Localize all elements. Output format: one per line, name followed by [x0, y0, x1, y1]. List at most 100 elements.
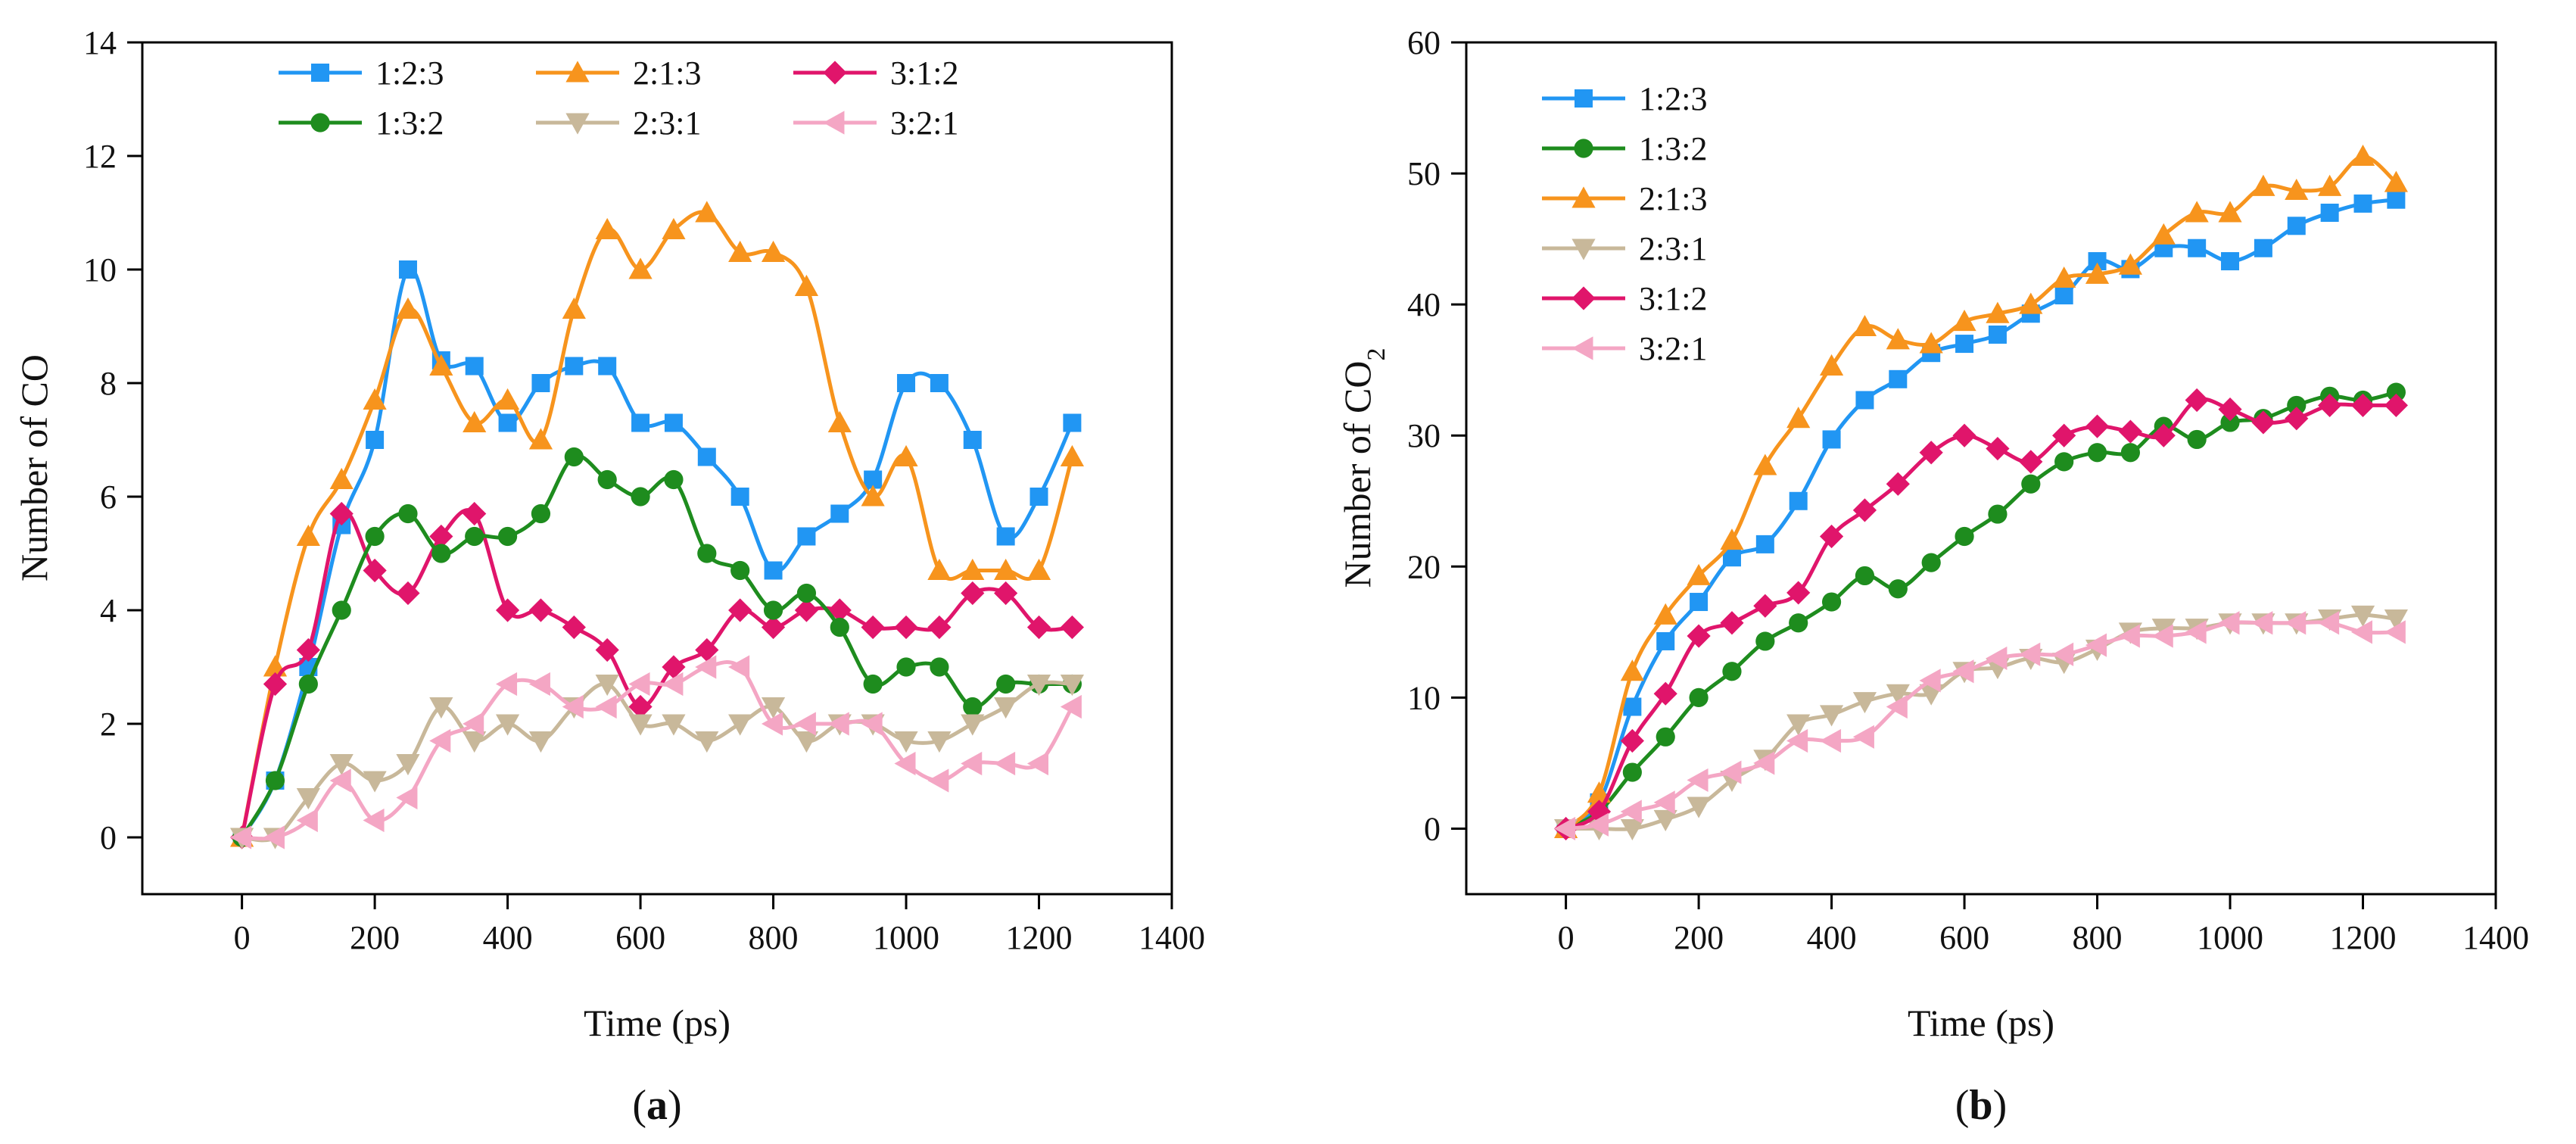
data-point-b-1-3-2 — [2220, 413, 2240, 432]
chart-panel-a: 0 200 400 600 800 1000 1200 1400 0 2 4 6 8 10 12 14 1:2… — [13, 24, 1205, 1129]
data-point-b-1-2-3 — [2287, 217, 2306, 235]
legend-swatch-marker — [1571, 286, 1596, 310]
data-point-a-3-1-2 — [396, 581, 420, 606]
data-point-b-2-1-3 — [2019, 292, 2043, 314]
data-point-b-1-2-3 — [1656, 631, 1675, 650]
data-point-b-3-1-2 — [1653, 681, 1677, 706]
data-point-a-2-1-3 — [1060, 444, 1084, 466]
series-a-3-2-1 — [230, 655, 1082, 849]
data-point-b-2-1-3 — [1952, 310, 1976, 332]
data-point-a-3-1-2 — [562, 615, 586, 640]
data-point-b-1-3-2 — [1888, 579, 1908, 599]
data-point-b-3-2-1 — [1919, 669, 1941, 693]
data-point-a-2-1-3 — [463, 410, 487, 432]
data-point-b-3-2-1 — [1587, 812, 1609, 837]
data-point-a-2-3-1 — [329, 754, 354, 776]
x-tick-label-b: 1200 — [2330, 919, 2397, 956]
y-axis-title-b: Number of CO2 — [1336, 348, 1391, 588]
data-point-a-1-3-2 — [730, 560, 750, 581]
data-point-a-3-2-1 — [894, 751, 916, 776]
data-point-b-1-2-3 — [2188, 238, 2207, 257]
data-point-b-3-1-2 — [2085, 414, 2110, 438]
legend-label: 3:1:2 — [890, 55, 958, 92]
legend-item-a-1-2-3: 1:2:3 — [279, 55, 444, 92]
legend-label: 1:2:3 — [1639, 80, 1707, 117]
data-point-b-3-1-2 — [2118, 419, 2143, 444]
data-point-b-2-1-3 — [2318, 174, 2342, 196]
data-point-b-2-1-3 — [1986, 301, 2010, 323]
data-point-b-3-2-1 — [2384, 620, 2406, 644]
data-point-b-1-2-3 — [1789, 491, 1808, 510]
x-tick-label-a: 1200 — [1006, 919, 1073, 956]
data-point-a-3-1-2 — [927, 615, 952, 640]
data-point-a-2-3-1 — [761, 697, 786, 719]
legend-swatch-marker — [310, 113, 330, 132]
data-point-b-1-3-2 — [1955, 526, 1974, 547]
data-point-b-1-2-3 — [1855, 391, 1874, 410]
y-tick-label-b: 30 — [1407, 417, 1441, 454]
x-tick-label-a: 1400 — [1138, 919, 1205, 956]
data-point-a-1-3-2 — [597, 469, 617, 490]
data-point-a-1-2-3 — [996, 527, 1015, 546]
legend-item-a-2-1-3: 2:1:3 — [536, 55, 701, 92]
y-axis-title-a: Number of CO — [13, 354, 55, 581]
data-point-b-2-1-3 — [1852, 314, 1877, 337]
data-point-a-1-2-3 — [764, 561, 783, 580]
data-point-b-3-1-2 — [1620, 728, 1644, 753]
data-point-b-3-1-2 — [2285, 407, 2309, 431]
data-point-a-3-1-2 — [429, 524, 453, 549]
series-a-2-3-1 — [230, 675, 1084, 849]
data-point-a-2-1-3 — [961, 558, 985, 580]
data-point-b-3-2-1 — [1886, 694, 1908, 719]
data-point-b-2-1-3 — [1720, 528, 1744, 550]
data-point-b-3-2-1 — [1852, 725, 1874, 749]
data-point-a-3-2-1 — [396, 785, 418, 810]
data-point-a-1-3-2 — [697, 544, 717, 563]
data-point-b-3-2-1 — [2085, 633, 2107, 657]
data-point-b-3-1-2 — [1852, 498, 1877, 522]
data-point-b-2-1-3 — [2384, 170, 2408, 192]
data-point-a-3-1-2 — [662, 655, 686, 679]
y-axis-title-subscript-b: 2 — [1363, 348, 1391, 361]
data-point-b-1-2-3 — [2353, 194, 2372, 213]
data-point-a-1-2-3 — [897, 374, 916, 392]
legend-label: 1:2:3 — [375, 55, 444, 92]
data-point-b-1-2-3 — [1623, 697, 1642, 716]
legend-swatch-marker — [565, 61, 590, 83]
data-point-a-3-1-2 — [894, 615, 918, 640]
data-point-a-2-3-1 — [429, 697, 453, 719]
data-point-b-3-1-2 — [2218, 397, 2242, 422]
data-point-b-3-1-2 — [2052, 423, 2076, 447]
data-point-a-2-3-1 — [528, 731, 553, 753]
data-point-a-3-1-2 — [861, 615, 885, 640]
data-point-a-3-2-1 — [1026, 751, 1048, 776]
data-point-b-2-1-3 — [1819, 354, 1844, 376]
data-point-b-3-2-1 — [2151, 624, 2173, 648]
data-point-a-3-1-2 — [1026, 615, 1051, 640]
data-point-b-1-2-3 — [1889, 369, 1908, 388]
data-point-a-3-2-1 — [961, 751, 983, 776]
data-point-a-2-3-1 — [662, 714, 686, 736]
data-point-b-1-3-2 — [1789, 613, 1808, 633]
data-point-a-3-1-2 — [994, 581, 1018, 606]
series-b-3-2-1 — [1554, 611, 2406, 841]
data-point-b-1-2-3 — [1988, 325, 2007, 344]
data-point-b-3-2-1 — [2350, 620, 2372, 644]
data-point-b-3-1-2 — [2185, 388, 2209, 413]
data-point-b-3-2-1 — [1952, 659, 1974, 684]
y-tick-label-b: 40 — [1407, 286, 1441, 323]
data-point-a-3-1-2 — [296, 637, 320, 662]
data-point-b-2-3-1 — [2384, 609, 2408, 631]
data-point-a-1-3-2 — [564, 447, 584, 467]
data-point-a-1-2-3 — [598, 357, 617, 376]
data-point-a-3-2-1 — [861, 712, 883, 736]
data-point-a-1-3-2 — [963, 697, 983, 717]
series-b-2-1-3 — [1554, 144, 2408, 838]
plot-frame-b — [1465, 41, 2497, 896]
data-point-b-3-1-2 — [2350, 393, 2375, 418]
panel-label-a: (a) — [632, 1082, 681, 1129]
data-point-a-2-3-1 — [1026, 675, 1051, 697]
legend-swatch-marker — [1571, 186, 1596, 208]
data-point-b-2-3-1 — [1852, 692, 1877, 714]
data-point-b-2-1-3 — [2151, 223, 2176, 245]
